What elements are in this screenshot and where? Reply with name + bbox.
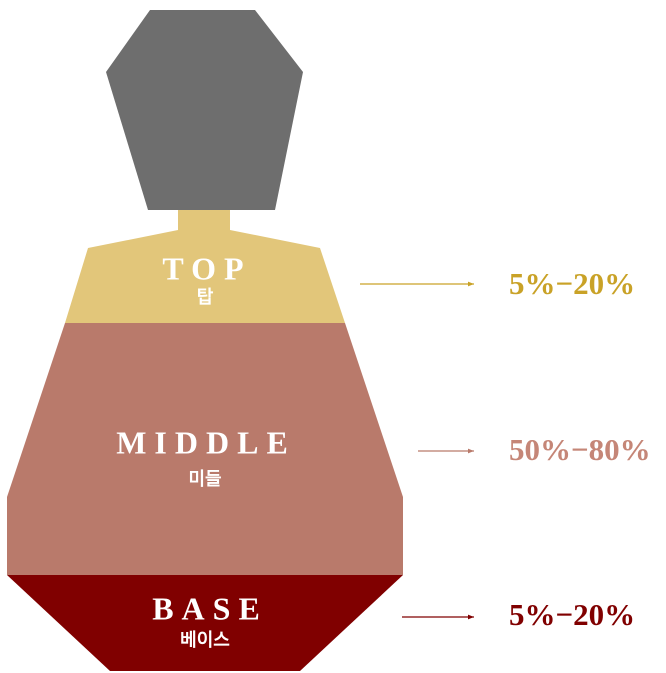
bottle-cap xyxy=(106,10,303,210)
range-label: 50%−80% xyxy=(509,432,651,467)
layer-label-ko: 미들 xyxy=(188,469,221,490)
layer-label: TOP xyxy=(162,250,251,286)
layer-label-ko: 탑 xyxy=(197,287,214,308)
layer-label-ko: 베이스 xyxy=(180,630,230,651)
range-label: 5%−20% xyxy=(509,266,635,301)
layer-label: BASE xyxy=(152,590,268,626)
range-label: 5%−20% xyxy=(509,597,635,632)
perfume-diagram: TOP 탑 MIDDLE 미들 BASE 베이스 5%−20% 50%−80% … xyxy=(0,0,666,673)
layer-label: MIDDLE xyxy=(116,424,296,460)
